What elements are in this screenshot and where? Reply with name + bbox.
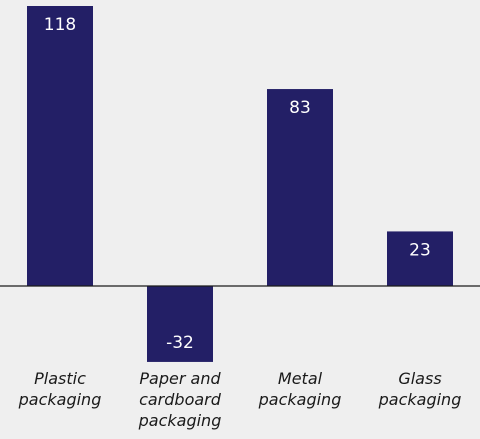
- category-label-2-line-1: packaging: [258, 390, 342, 409]
- category-labels-group: Plastic packaging Paper and cardboard packag…: [18, 369, 462, 430]
- category-label-1: Paper and cardboard packaging: [138, 369, 222, 430]
- category-label-3-line-1: packaging: [378, 390, 462, 409]
- bar-1: [147, 286, 213, 362]
- value-label-0: 118: [44, 15, 76, 35]
- category-label-0-line-0: Plastic: [34, 369, 86, 388]
- category-label-3-line-0: Glass: [398, 369, 441, 388]
- category-label-0-line-1: packaging: [18, 390, 102, 409]
- category-label-2: Metal packaging: [258, 369, 342, 409]
- value-label-2: 83: [289, 98, 311, 118]
- bar-2: [267, 89, 333, 287]
- bars-group: [27, 6, 453, 362]
- bar-3: [387, 231, 453, 286]
- category-label-3: Glass packaging: [378, 369, 462, 409]
- category-label-1-line-2: packaging: [138, 411, 222, 430]
- value-labels-group: 118 -32 83 23: [44, 15, 431, 353]
- value-label-1: -32: [166, 333, 194, 353]
- category-label-0: Plastic packaging: [18, 369, 102, 409]
- category-label-2-line-0: Metal: [278, 369, 323, 388]
- category-label-1-line-0: Paper and: [139, 369, 221, 388]
- category-label-1-line-1: cardboard: [139, 390, 222, 409]
- bar-0: [27, 6, 93, 286]
- value-label-3: 23: [409, 240, 431, 260]
